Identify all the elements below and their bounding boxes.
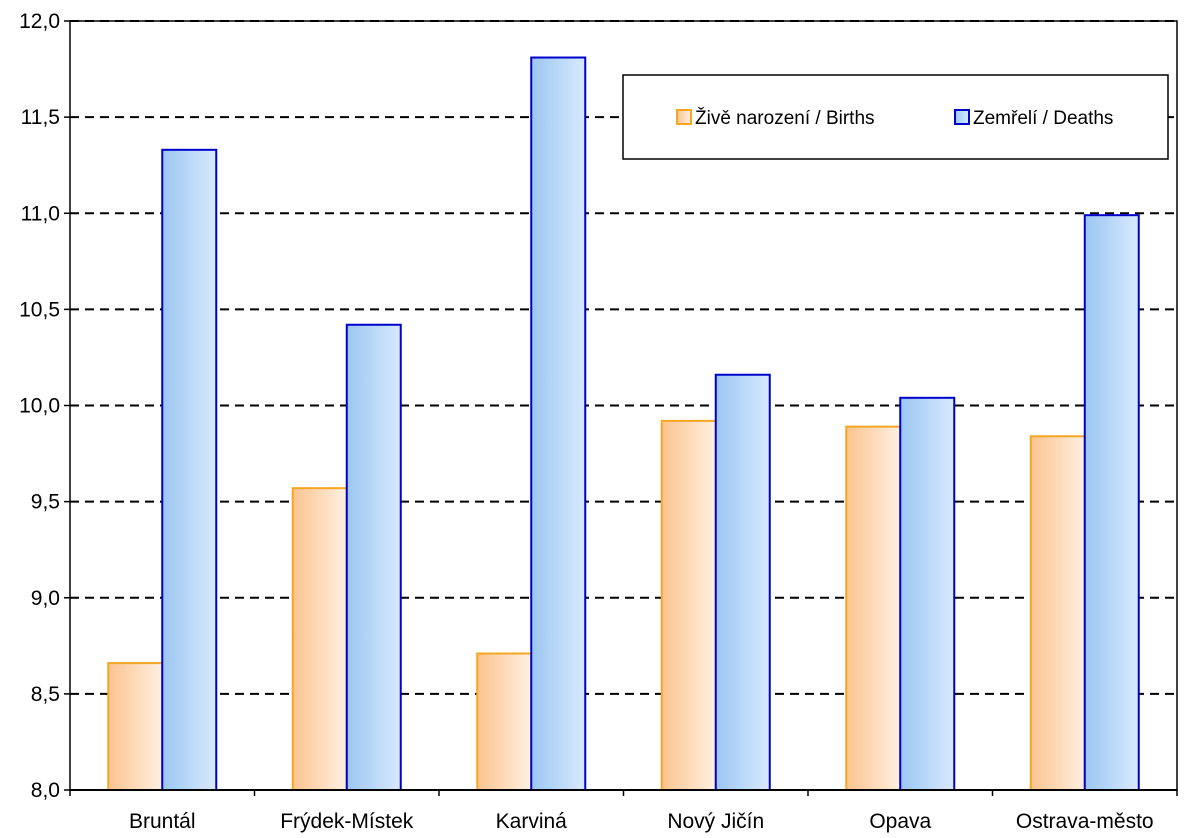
x-category-label: Bruntál xyxy=(129,810,196,833)
y-tick-label: 9,5 xyxy=(31,491,60,514)
bar-births xyxy=(476,652,533,791)
legend-swatch-births xyxy=(676,109,692,125)
x-axis-labels: Bruntál Frýdek-Místek Karviná Nový Jičín Opa… xyxy=(69,790,1178,833)
x-category-label: Karviná xyxy=(496,810,568,833)
x-category-label: Opava xyxy=(869,810,931,833)
legend-label-deaths: Zemřelí / Deaths xyxy=(973,108,1113,129)
bars xyxy=(107,56,1140,792)
bar-deaths xyxy=(714,373,771,791)
legend: Živě narození / Births Zemřelí / Deaths xyxy=(622,74,1169,160)
x-category-label: Ostrava-město xyxy=(1016,810,1154,833)
bar-births xyxy=(1029,435,1086,791)
y-tick-label: 8,5 xyxy=(31,683,60,706)
bar-deaths xyxy=(345,323,402,791)
y-tick-label: 12,0 xyxy=(19,10,60,33)
legend-box xyxy=(622,74,1169,160)
bar-births xyxy=(291,487,348,791)
y-tick-label: 10,5 xyxy=(19,298,60,321)
legend-label-births: Živě narození / Births xyxy=(695,107,875,129)
y-axis-ticks: 8,0 8,5 9,0 9,5 10,0 10,5 11,0 11,5 12,0 xyxy=(19,10,70,802)
bar-deaths xyxy=(530,56,587,791)
legend-swatch-deaths xyxy=(954,109,970,125)
y-tick-label: 9,0 xyxy=(31,587,60,610)
bar-births xyxy=(660,419,717,791)
x-category-label: Frýdek-Místek xyxy=(280,810,414,833)
y-tick-label: 11,5 xyxy=(21,106,60,129)
bar-births xyxy=(107,662,164,791)
y-tick-label: 10,0 xyxy=(19,395,60,418)
y-tick-label: 11,0 xyxy=(21,202,60,225)
y-tick-label: 8,0 xyxy=(31,779,60,802)
x-category-label: Nový Jičín xyxy=(667,810,764,833)
bar-deaths xyxy=(1083,214,1140,792)
bar-deaths xyxy=(899,396,956,791)
bar-deaths xyxy=(161,148,218,791)
bar-births xyxy=(845,425,902,791)
